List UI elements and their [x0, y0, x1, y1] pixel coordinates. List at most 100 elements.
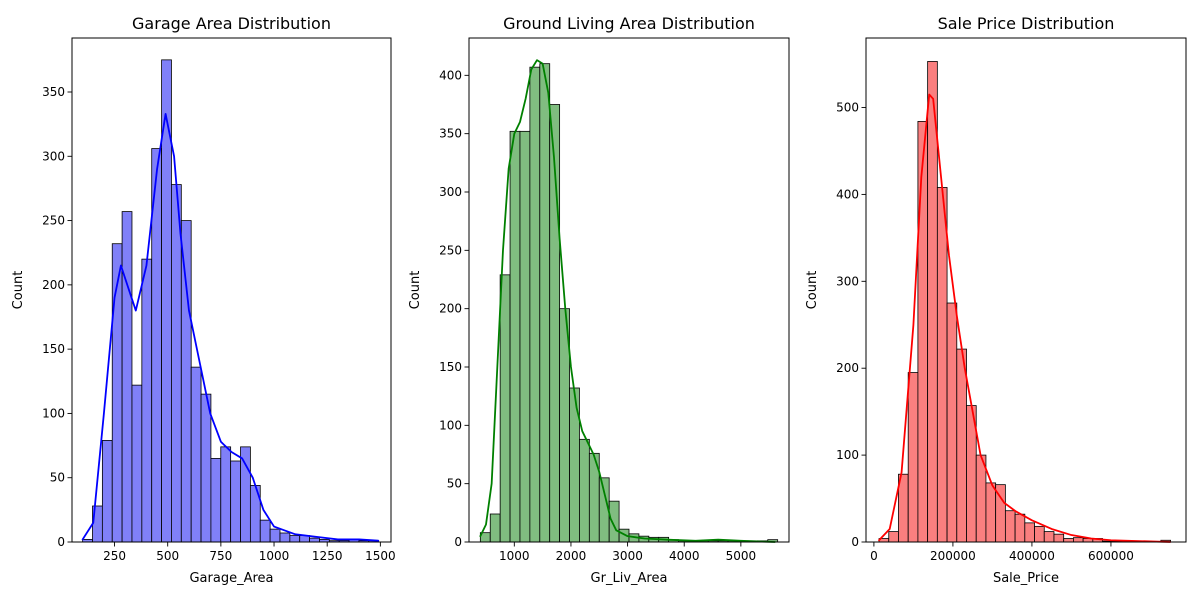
- x-tick-label: 750: [209, 549, 232, 563]
- histogram-bar: [141, 258, 153, 543]
- histogram-bar: [1004, 510, 1016, 543]
- x-tick-label: 0: [870, 549, 878, 563]
- histogram-bar: [509, 130, 521, 543]
- x-tick-label: 1500: [365, 549, 396, 563]
- axes-frame: [468, 37, 790, 543]
- y-tick-label: 350: [42, 85, 65, 99]
- y-tick-label: 0: [454, 535, 462, 549]
- histogram-bar: [519, 130, 531, 543]
- chart-title: Sale Price Distribution: [938, 14, 1115, 33]
- histogram-bar: [1073, 537, 1084, 543]
- histogram-bar: [220, 446, 232, 543]
- axes-frame: [865, 37, 1187, 543]
- y-tick-label: 150: [42, 342, 65, 356]
- axes-frame: [71, 37, 392, 543]
- y-tick-label: 200: [42, 278, 65, 292]
- x-tick-label: 5000: [726, 549, 757, 563]
- y-tick-label: 300: [836, 274, 859, 288]
- histogram-bar: [489, 513, 501, 543]
- histogram-bar: [956, 348, 967, 543]
- histogram-bar: [190, 366, 202, 543]
- histogram-bar: [101, 440, 113, 543]
- histogram-bar: [200, 393, 212, 543]
- histogram-bar: [1014, 513, 1026, 543]
- histogram-bar: [917, 121, 929, 543]
- histogram-bar: [936, 187, 948, 543]
- x-tick-label: 1250: [312, 549, 343, 563]
- histogram-bar: [539, 63, 551, 543]
- histogram-bar: [259, 519, 271, 543]
- histogram-bar: [180, 220, 192, 543]
- chart-title: Garage Area Distribution: [132, 14, 331, 33]
- ground-living-area-chart: 1000 2000 3000 4000 5000 0 50 100 150 200 250 300 35…: [408, 14, 790, 586]
- kde-line: [81, 112, 380, 542]
- y-tick-label: 0: [851, 535, 859, 549]
- plot-area: 250 500 750 1000 1250 1500 0 50 100 150 200 250 300 3…: [42, 37, 396, 563]
- kde-line: [878, 93, 1172, 543]
- y-tick-label: 200: [439, 302, 462, 316]
- y-tick-label: 400: [836, 187, 859, 201]
- histogram-bar: [946, 302, 958, 543]
- y-axis-label: Count: [408, 271, 423, 310]
- histogram-bar: [1034, 525, 1045, 543]
- histogram-bar: [171, 184, 182, 543]
- y-tick-label: 100: [836, 448, 859, 462]
- x-tick-label: 1000: [259, 549, 290, 563]
- chart-title: Ground Living Area Distribution: [503, 14, 755, 33]
- histogram-bar: [279, 532, 291, 543]
- x-axis-label: Garage_Area: [189, 571, 273, 586]
- histogram-bar: [289, 535, 301, 543]
- histogram-bar: [121, 211, 133, 543]
- histogram-bar: [309, 537, 320, 543]
- histogram-bar: [1024, 522, 1035, 543]
- histogram-bar: [1043, 531, 1055, 543]
- histogram-bar: [608, 500, 620, 543]
- x-tick-label: 4000: [669, 549, 700, 563]
- y-axis-label: Count: [805, 271, 820, 310]
- histogram-bar: [975, 454, 987, 543]
- y-tick-label: 50: [50, 471, 65, 485]
- sale-price-chart: 0 200000 400000 600000 0 100 200 300 400 500 Sale…: [805, 14, 1187, 586]
- y-tick-label: 500: [836, 101, 859, 115]
- histogram-bar: [1063, 538, 1074, 543]
- garage-area-chart: 250 500 750 1000 1250 1500 0 50 100 150 200 250 300 3…: [11, 14, 396, 586]
- y-tick-label: 300: [42, 149, 65, 163]
- y-tick-label: 0: [57, 535, 65, 549]
- x-tick-label: 500: [156, 549, 179, 563]
- plot-area: 1000 2000 3000 4000 5000 0 50 100 150 200 250 300 35…: [439, 37, 790, 563]
- y-tick-label: 250: [42, 214, 65, 228]
- x-tick-label: 600000: [1088, 549, 1134, 563]
- x-tick-label: 3000: [612, 549, 643, 563]
- x-tick-label: 2000: [556, 549, 587, 563]
- y-tick-label: 400: [439, 68, 462, 82]
- y-tick-label: 100: [439, 418, 462, 432]
- y-axis-label: Count: [11, 271, 26, 310]
- histogram-bar: [269, 528, 281, 543]
- y-tick-label: 300: [439, 185, 462, 199]
- x-tick-label: 1000: [499, 549, 530, 563]
- histogram-bar: [985, 482, 997, 543]
- histogram-bar: [240, 446, 251, 543]
- kde-line: [479, 59, 776, 543]
- x-tick-label: 250: [103, 549, 126, 563]
- histogram-bar: [579, 438, 590, 543]
- histogram-bar: [131, 384, 143, 543]
- histogram-bar: [907, 372, 919, 543]
- x-axis-label: Gr_Liv_Area: [591, 571, 668, 586]
- x-tick-label: 400000: [1009, 549, 1055, 563]
- histogram-bar: [230, 460, 241, 543]
- histogram-bar: [888, 531, 899, 543]
- histogram-bar: [1053, 533, 1065, 543]
- y-tick-label: 250: [439, 243, 462, 257]
- y-tick-label: 150: [439, 360, 462, 374]
- y-tick-label: 200: [836, 361, 859, 375]
- x-axis-label: Sale_Price: [993, 571, 1059, 586]
- histogram-bar: [210, 458, 222, 543]
- y-tick-label: 100: [42, 406, 65, 420]
- y-tick-label: 50: [447, 477, 462, 491]
- histogram-bar: [499, 274, 511, 543]
- plot-area: 0 200000 400000 600000 0 100 200 300 400 500: [836, 37, 1187, 563]
- y-tick-label: 350: [439, 127, 462, 141]
- histogram-bar: [529, 66, 541, 543]
